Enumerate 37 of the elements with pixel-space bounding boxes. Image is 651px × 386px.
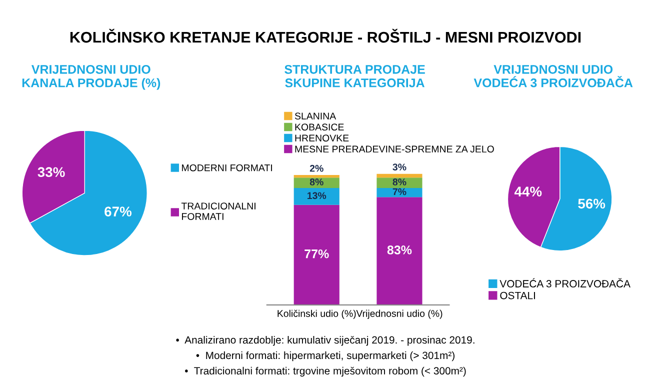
legend-label: VODEĆA 3 PROIZVOĐAČA [500,278,630,288]
legend-label: HRENOVKE [295,134,349,142]
data-label: 8% [392,178,406,186]
bar [294,188,340,205]
legend-label: SLANINA [294,112,336,120]
x-tick-label: Količinski udio (%) [278,310,356,319]
bar [294,178,340,188]
chart-title: VRIJEDNOSNI UDIO VODEĆA 3 PROIZVOĐAČA [474,64,633,88]
bar [376,188,422,198]
data-label: 33% [38,167,65,178]
legend-label: TRADICIONALNI FORMATI [181,202,256,220]
legend-label: OSTALI [500,292,535,300]
text: • Analizirano razdoblje: kumulativ siječanj 2019. - prosinac 2019. [176,336,474,346]
bar [376,178,422,188]
x-tick-label: Vrijednosni udio (%) [356,310,442,319]
legend-label: MODERNI FORMATI [182,164,272,172]
data-label: 13% [308,192,326,200]
data-label: 8% [310,178,324,186]
data-label: 2% [310,164,324,172]
text: • Moderni formati: hipermarketi, supermarketi (> 301m²) [196,351,454,362]
bar [294,175,340,178]
chart-subtitle: VRIJEDNOSNI UDIO KANALA PRODAJE (%) [22,64,160,90]
data-label: 3% [392,164,406,170]
bar [376,174,422,178]
text: • Tradicionalni formati: trgovine mješovitom robom (< 300m²) [185,366,466,377]
data-label: 77% [304,249,329,258]
bar [376,197,422,305]
bar [294,204,340,305]
data-label: 44% [514,186,542,196]
text: KOLIČINSKO KRETANJE KATEGORIJE - ROŠTILJ - MESNI PROIZVODI [70,28,581,43]
legend-label: KOBASICE [295,124,344,131]
legend-label: MESNE PRERADEVINE-SPREMNE ZA JELO [295,146,494,153]
data-label: 7% [392,188,406,196]
chart-title: STRUKTURA PRODAJE SKUPINE KATEGORIJA [284,64,425,88]
data-label: 56% [578,198,606,209]
data-label: 67% [104,206,132,216]
data-label: 83% [387,246,412,254]
